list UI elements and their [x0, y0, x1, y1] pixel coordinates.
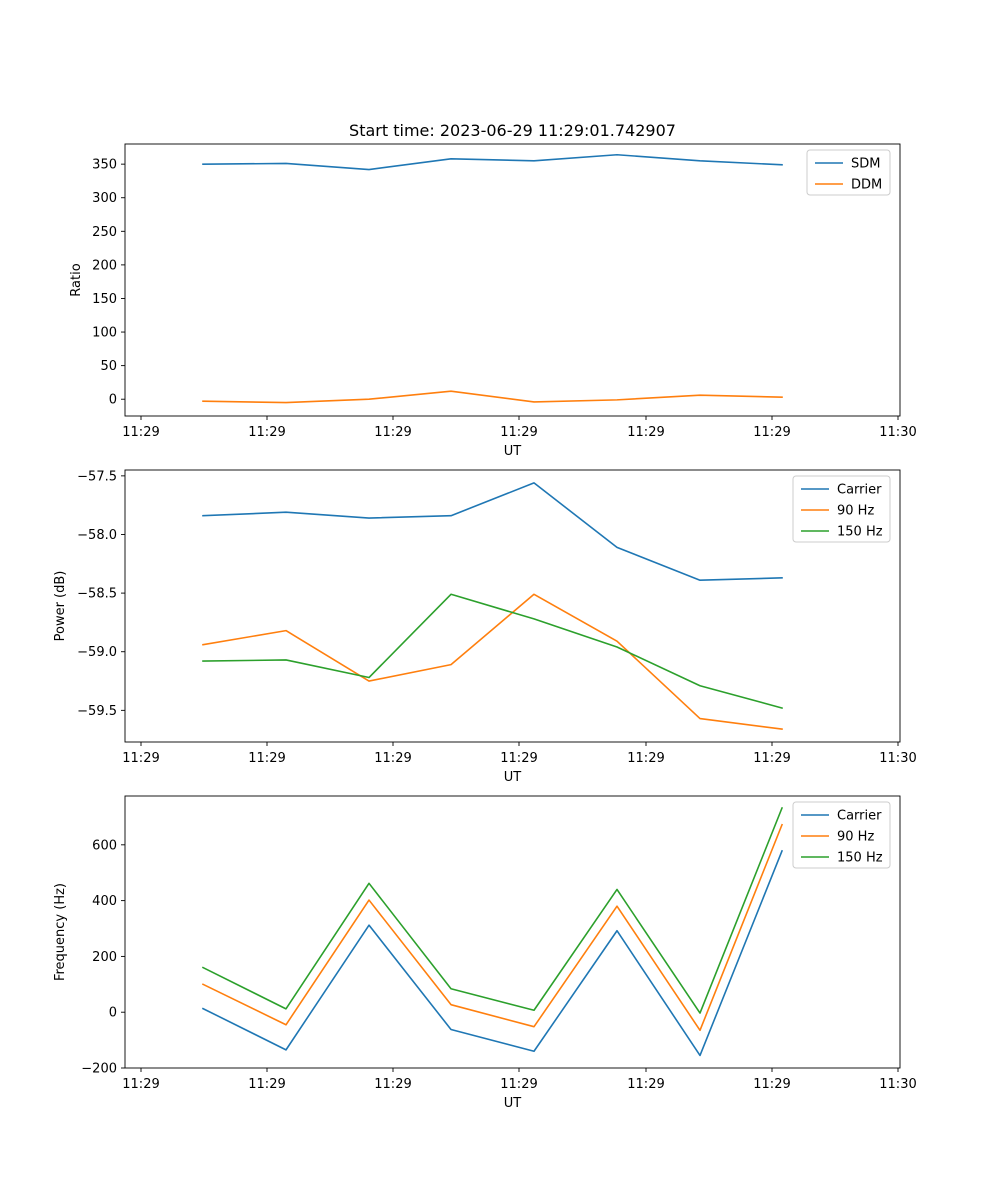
- series-line-sdm: [202, 153, 783, 171]
- y-tick-label: 0: [109, 393, 117, 408]
- chart-panel-2: 11:29 11:29 11:29 11:29 11:29 11:29 11:30 −57.5…: [53, 469, 917, 785]
- y-axis-label: Power (dB): [53, 571, 68, 642]
- y-axis-label: Ratio: [69, 263, 84, 296]
- y-tick-label: 350: [92, 158, 117, 173]
- y-tick-label: −58.5: [77, 587, 117, 602]
- legend-label: DDM: [851, 178, 882, 193]
- legend-label: 90 Hz: [837, 504, 874, 519]
- x-tick-label: 11:30: [879, 751, 916, 766]
- x-tick-label: 11:29: [500, 425, 537, 440]
- y-tick-label: −59.0: [77, 645, 117, 660]
- x-tick-label: 11:29: [500, 1077, 537, 1092]
- y-tick-label: −58.0: [77, 528, 117, 543]
- legend-label: Carrier: [837, 809, 882, 824]
- x-tick-label: 11:29: [248, 1077, 285, 1092]
- x-tick-label: 11:30: [879, 1077, 916, 1092]
- legend-box: [792, 801, 891, 869]
- y-axis-label: Frequency (Hz): [53, 883, 68, 981]
- legend-label: 90 Hz: [837, 830, 874, 845]
- series-line-150-hz: [202, 593, 783, 709]
- series-line-150-hz: [201, 806, 784, 1014]
- legend-label: Carrier: [837, 483, 882, 498]
- x-tick-label: 11:29: [122, 751, 159, 766]
- y-tick-label: 0: [109, 1006, 117, 1021]
- y-tick-label: 50: [100, 359, 117, 374]
- x-tick-label: 11:29: [753, 425, 790, 440]
- x-tick-label: 11:29: [122, 1077, 159, 1092]
- x-tick-label: 11:29: [627, 1077, 664, 1092]
- plot-frame: [124, 795, 901, 1069]
- chart-panel-3: 11:29 11:29 11:29 11:29 11:29 11:29 11:30 −200 0…: [53, 795, 917, 1111]
- x-tick-label: 11:29: [248, 425, 285, 440]
- x-tick-label: 11:29: [374, 425, 411, 440]
- legend: Carrier 90 Hz 150 Hz: [792, 475, 891, 543]
- series-line-carrier: [201, 849, 784, 1057]
- series-line-90-hz: [202, 593, 783, 730]
- x-tick-label: 11:29: [627, 425, 664, 440]
- x-tick-label: 11:29: [374, 1077, 411, 1092]
- x-axis-label: UT: [504, 1096, 522, 1111]
- y-tick-label: 150: [92, 292, 117, 307]
- x-tick-label: 11:29: [500, 751, 537, 766]
- y-tick-label: 200: [92, 258, 117, 273]
- legend-label: 150 Hz: [837, 525, 883, 540]
- x-tick-label: 11:29: [753, 1077, 790, 1092]
- legend: SDM DDM: [806, 149, 891, 196]
- x-tick-label: 11:29: [627, 751, 664, 766]
- x-tick-label: 11:29: [753, 751, 790, 766]
- legend: Carrier 90 Hz 150 Hz: [792, 801, 891, 869]
- series-line-ddm: [202, 390, 783, 404]
- legend-label: SDM: [851, 157, 880, 172]
- y-tick-label: 200: [92, 950, 117, 965]
- y-tick-label: 250: [92, 225, 117, 240]
- y-tick-label: 300: [92, 191, 117, 206]
- series-line-carrier: [202, 482, 783, 582]
- legend-box: [792, 475, 891, 543]
- x-tick-label: 11:30: [879, 425, 916, 440]
- y-tick-label: 600: [92, 838, 117, 853]
- chart-panel-1: Start time: 2023-06-29 11:29:01.742907 11…: [69, 121, 917, 459]
- plot-frame: [124, 469, 901, 743]
- x-axis-label: UT: [504, 770, 522, 785]
- x-tick-label: 11:29: [374, 751, 411, 766]
- y-tick-label: 100: [92, 326, 117, 341]
- x-tick-label: 11:29: [122, 425, 159, 440]
- x-axis-label: UT: [504, 444, 522, 459]
- y-tick-label: 400: [92, 894, 117, 909]
- x-tick-label: 11:29: [248, 751, 285, 766]
- y-tick-label: −200: [81, 1062, 117, 1077]
- series-line-90-hz: [201, 823, 784, 1032]
- legend-label: 150 Hz: [837, 851, 883, 866]
- chart-title: Start time: 2023-06-29 11:29:01.742907: [349, 121, 676, 140]
- y-tick-label: −59.5: [77, 704, 117, 719]
- plot-frame: [124, 143, 901, 417]
- y-tick-label: −57.5: [77, 469, 117, 484]
